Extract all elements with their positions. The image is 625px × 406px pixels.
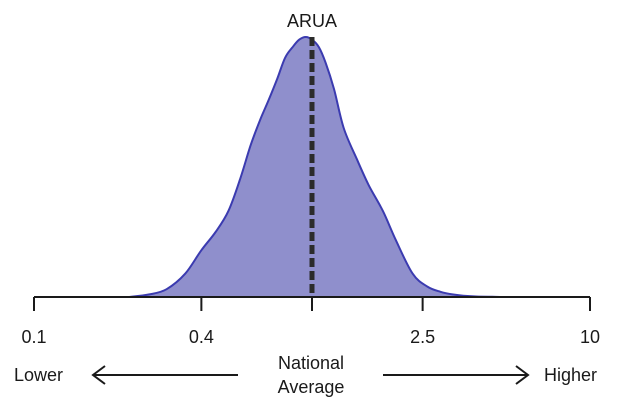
- left-arrow-icon: [91, 365, 238, 385]
- x-axis-ticks: 0.1 0.4 2.5 10: [21, 297, 600, 347]
- lower-label: Lower: [14, 365, 63, 385]
- higher-label: Higher: [544, 365, 597, 385]
- right-arrow-icon: [383, 365, 530, 385]
- average-label-line2: Average: [278, 377, 345, 397]
- national-label-line1: National: [278, 353, 344, 373]
- x-tick-label: 0.4: [189, 327, 214, 347]
- x-tick-label: 2.5: [410, 327, 435, 347]
- chart-title: ARUA: [287, 11, 337, 31]
- x-tick-label: 10: [580, 327, 600, 347]
- density-area: [129, 35, 502, 298]
- x-tick-label: 0.1: [21, 327, 46, 347]
